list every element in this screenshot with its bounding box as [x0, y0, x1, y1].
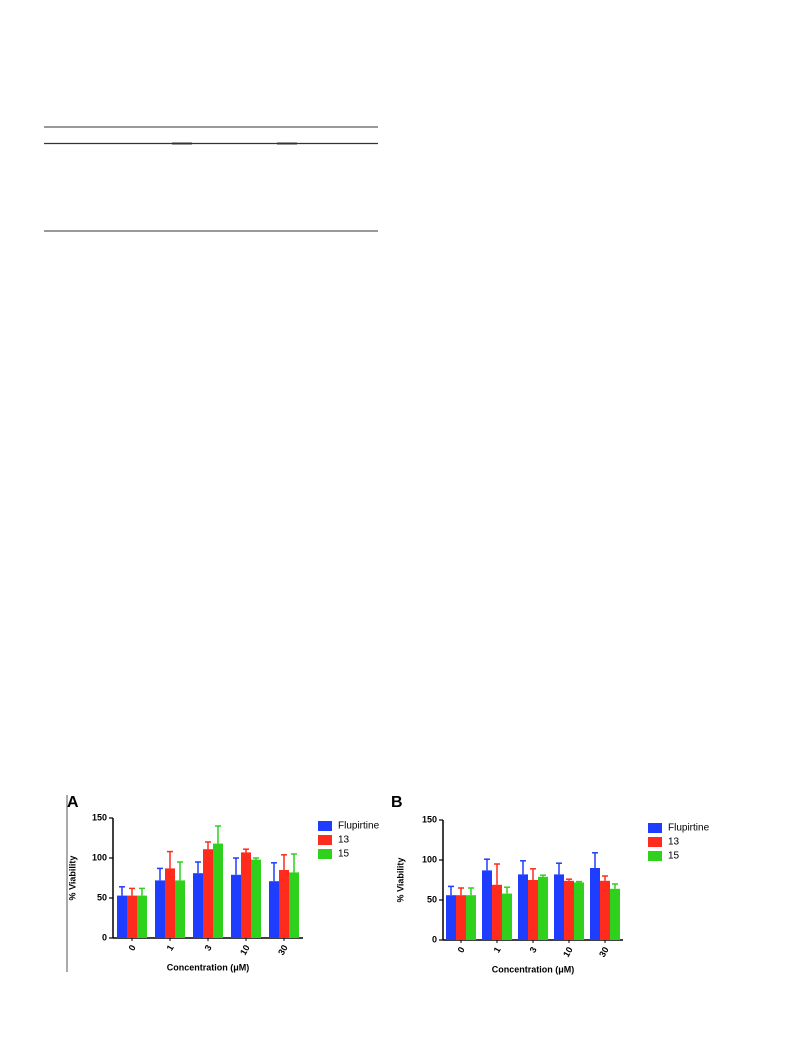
bar — [193, 873, 203, 938]
bar — [564, 880, 574, 940]
y-tick-label: 50 — [427, 894, 437, 904]
bar — [251, 859, 261, 938]
legend-label: 15 — [338, 849, 350, 860]
x-tick-label: 1 — [165, 943, 176, 952]
bar — [279, 870, 289, 938]
y-axis-label: % Viability — [67, 856, 77, 901]
bar — [466, 895, 476, 940]
bar — [203, 849, 213, 938]
bar — [117, 895, 127, 938]
bar — [269, 881, 279, 938]
bar — [492, 884, 502, 940]
bar — [446, 895, 456, 940]
y-tick-label: 0 — [432, 934, 437, 944]
legend-label: Flupirtine — [338, 821, 380, 832]
bar — [127, 895, 137, 938]
y-tick-label: 50 — [97, 892, 107, 902]
bar — [574, 882, 584, 940]
bar — [554, 874, 564, 940]
x-tick-label: 30 — [276, 943, 290, 957]
legend-swatch — [318, 821, 332, 831]
x-tick-label: 1 — [492, 945, 503, 954]
legend-swatch — [318, 835, 332, 845]
legend-label: 13 — [338, 835, 350, 846]
y-tick-label: 100 — [92, 852, 107, 862]
legend-label: 15 — [668, 851, 680, 862]
legend-label: Flupirtine — [668, 823, 710, 834]
bar — [600, 880, 610, 940]
x-tick-label: 30 — [597, 945, 611, 959]
bar — [518, 874, 528, 940]
x-tick-label: 10 — [561, 945, 575, 959]
bar — [231, 874, 241, 938]
bar — [482, 870, 492, 940]
panel-label: A — [67, 794, 79, 811]
y-axis-label: % Viability — [395, 858, 405, 903]
x-axis-label: Concentration (μM) — [492, 964, 575, 974]
x-tick-label: 10 — [238, 943, 252, 957]
bar — [241, 852, 251, 938]
legend-swatch — [648, 851, 662, 861]
y-tick-label: 150 — [422, 814, 437, 824]
bar — [175, 880, 185, 938]
bar — [155, 880, 165, 938]
x-tick-label: 3 — [203, 943, 214, 952]
bar — [456, 895, 466, 940]
bar — [610, 888, 620, 940]
x-tick-label: 3 — [528, 945, 539, 954]
bar — [502, 893, 512, 940]
x-axis-label: Concentration (μM) — [167, 962, 250, 972]
panel-label: B — [391, 794, 403, 811]
legend-label: 13 — [668, 837, 680, 848]
bar — [137, 895, 147, 938]
legend-swatch — [648, 823, 662, 833]
bar — [590, 868, 600, 940]
x-tick-label: 0 — [127, 943, 138, 952]
bar — [289, 872, 299, 938]
legend-swatch — [648, 837, 662, 847]
x-tick-label: 0 — [456, 945, 467, 954]
y-tick-label: 0 — [102, 932, 107, 942]
bar — [165, 868, 175, 938]
bar — [538, 876, 548, 940]
y-tick-label: 150 — [92, 812, 107, 822]
bar — [213, 843, 223, 938]
bar — [528, 880, 538, 940]
y-tick-label: 100 — [422, 854, 437, 864]
legend-swatch — [318, 849, 332, 859]
